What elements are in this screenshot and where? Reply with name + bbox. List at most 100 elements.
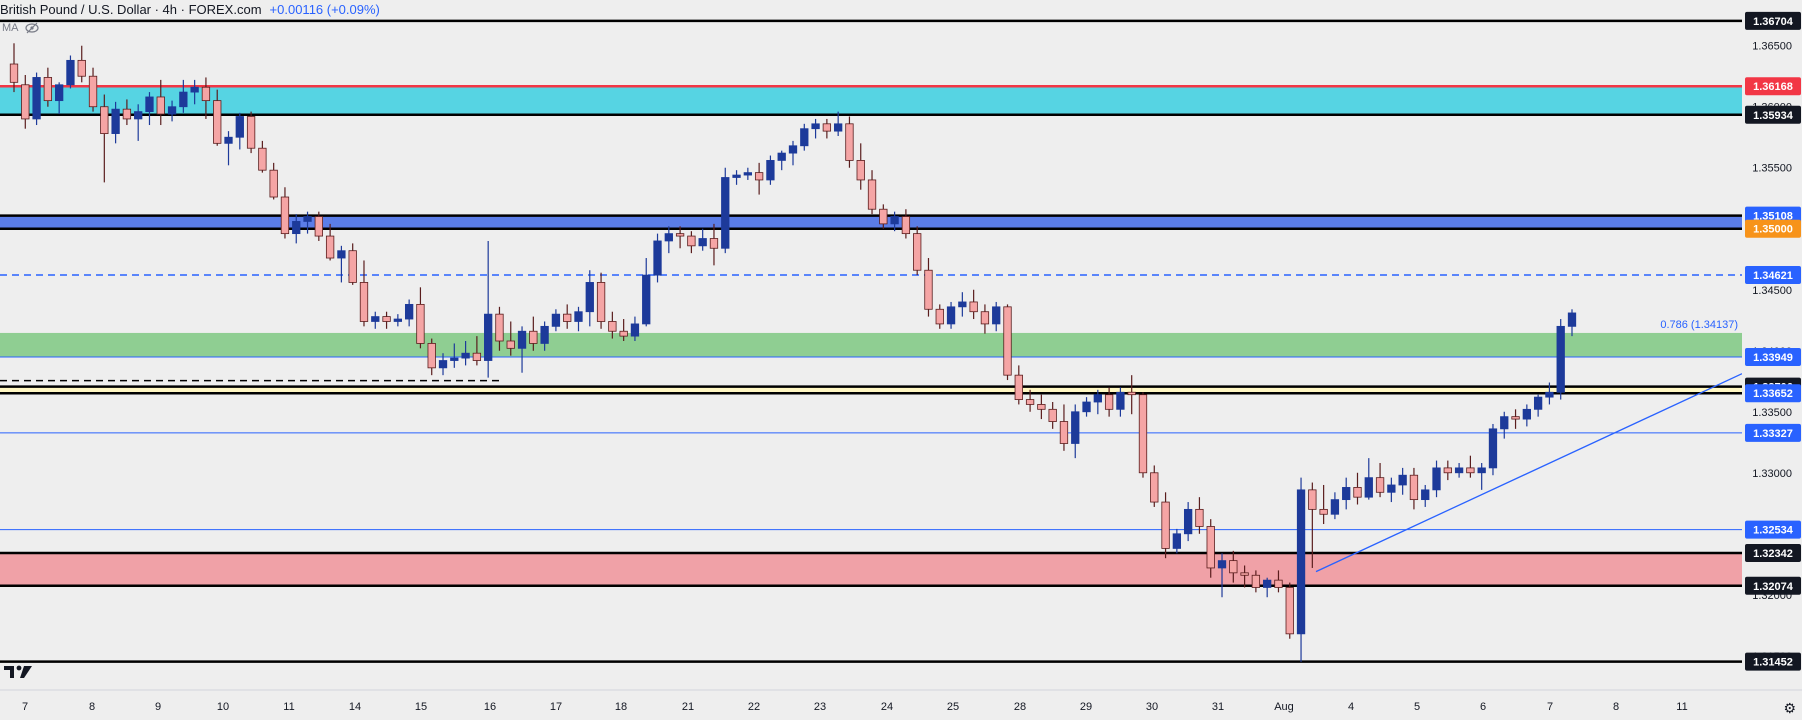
price-label-bg [1745, 384, 1801, 403]
candle-body [529, 330, 538, 344]
candle-body [280, 196, 290, 235]
time-tick: 8 [89, 701, 95, 713]
time-tick: 15 [415, 701, 427, 713]
time-tick: 25 [947, 701, 959, 713]
gear-icon[interactable]: ⚙ [1783, 700, 1796, 716]
tradingview-logo[interactable] [4, 664, 34, 680]
symbol-title[interactable]: British Pound / U.S. Dollar · 4h · FOREX… [0, 1, 262, 17]
candle-body [100, 106, 109, 134]
candle-body [43, 77, 53, 102]
time-tick: 17 [550, 701, 562, 713]
candle-body [1263, 579, 1272, 588]
price-label-bg [1745, 423, 1801, 442]
candle-body [1195, 508, 1204, 527]
candle-body [732, 174, 741, 178]
candle-body [1477, 467, 1486, 474]
candle-body [382, 316, 391, 322]
candle-body [1150, 472, 1159, 503]
candle-body [721, 177, 730, 249]
price-label: 1.33327 [1753, 428, 1793, 440]
candle-body [1274, 579, 1283, 588]
candle-body [1014, 374, 1023, 400]
candle-body [1375, 477, 1385, 493]
candle-body [472, 352, 482, 361]
candle-body [879, 208, 888, 225]
candle-body [540, 325, 549, 344]
price-label: 1.35934 [1753, 110, 1794, 122]
candle-body [969, 301, 978, 313]
candle-body [574, 311, 583, 322]
time-tick: 23 [814, 701, 826, 713]
price-label-bg [1745, 265, 1801, 284]
candle-body [1104, 394, 1114, 410]
zone [0, 386, 1742, 394]
candle-body [1172, 533, 1182, 549]
price-tick: 1.33500 [1752, 407, 1792, 419]
candle-body [890, 216, 899, 225]
candles [9, 43, 1577, 662]
candle-body [958, 301, 967, 308]
candle-body [822, 123, 832, 132]
candle-body [687, 235, 696, 247]
time-tick: 31 [1212, 701, 1224, 713]
time-axis[interactable]: 7 8 9 10 11 14 15 16 17 18 21 22 23 24 25 28 29 30 31 Aug 4 5… [22, 701, 1688, 713]
time-tick: 6 [1480, 701, 1486, 713]
candle-body [438, 360, 448, 369]
candle-body [167, 106, 177, 115]
candle-body [1409, 474, 1419, 501]
candle-body [777, 152, 786, 161]
candle-body [145, 96, 154, 113]
candle-body [1161, 501, 1170, 549]
candle-body [1240, 572, 1249, 576]
candle-body [348, 250, 357, 283]
candle-body [122, 108, 132, 120]
candle-body [292, 221, 301, 235]
price-label-bg [1745, 544, 1801, 563]
candle-body [585, 282, 594, 313]
eye-crossed-icon[interactable] [24, 22, 39, 34]
candle-body [77, 59, 86, 77]
indicator-label[interactable]: MA [2, 22, 19, 34]
time-tick: 21 [682, 701, 694, 713]
candle-body [619, 330, 628, 337]
candle-body [1251, 574, 1261, 588]
candle-body [1556, 325, 1565, 393]
candle-body [1364, 477, 1373, 498]
candle-body [66, 59, 75, 86]
candle-body [32, 77, 41, 120]
candle-body [1285, 587, 1294, 635]
price-label: 1.33652 [1753, 388, 1793, 400]
candle-body [1567, 312, 1577, 327]
candle-body [1330, 499, 1340, 515]
candle-body [1443, 467, 1452, 474]
trendlines [1315, 373, 1743, 573]
indicator-legend[interactable]: MA [2, 22, 39, 34]
price-label-bg [1745, 77, 1801, 96]
candle-body [980, 311, 990, 325]
candle-body [1217, 560, 1227, 569]
price-label: 1.31452 [1753, 657, 1793, 669]
candle-body [450, 357, 459, 361]
time-tick: 11 [283, 701, 294, 713]
price-change: +0.00116 (+0.09%) [269, 1, 380, 17]
candle-body [596, 282, 606, 322]
candle-body [1071, 411, 1080, 444]
price-label-bg [1745, 576, 1801, 595]
candle-body [913, 233, 922, 271]
price-tick: 1.35500 [1752, 163, 1792, 175]
candle-body [111, 108, 120, 134]
candle-body [1025, 399, 1035, 405]
candle-body [1127, 391, 1136, 396]
candle-body [563, 313, 572, 322]
candle-body [179, 91, 188, 108]
zone [0, 332, 1742, 357]
candle-body [1206, 526, 1215, 569]
price-label: 1.35108 [1753, 211, 1793, 223]
candle-body [653, 240, 662, 276]
candle-body [404, 303, 414, 320]
time-tick: 24 [881, 701, 893, 713]
candle-body [416, 303, 425, 344]
candle-body [258, 147, 267, 171]
candle-body [1296, 489, 1306, 635]
